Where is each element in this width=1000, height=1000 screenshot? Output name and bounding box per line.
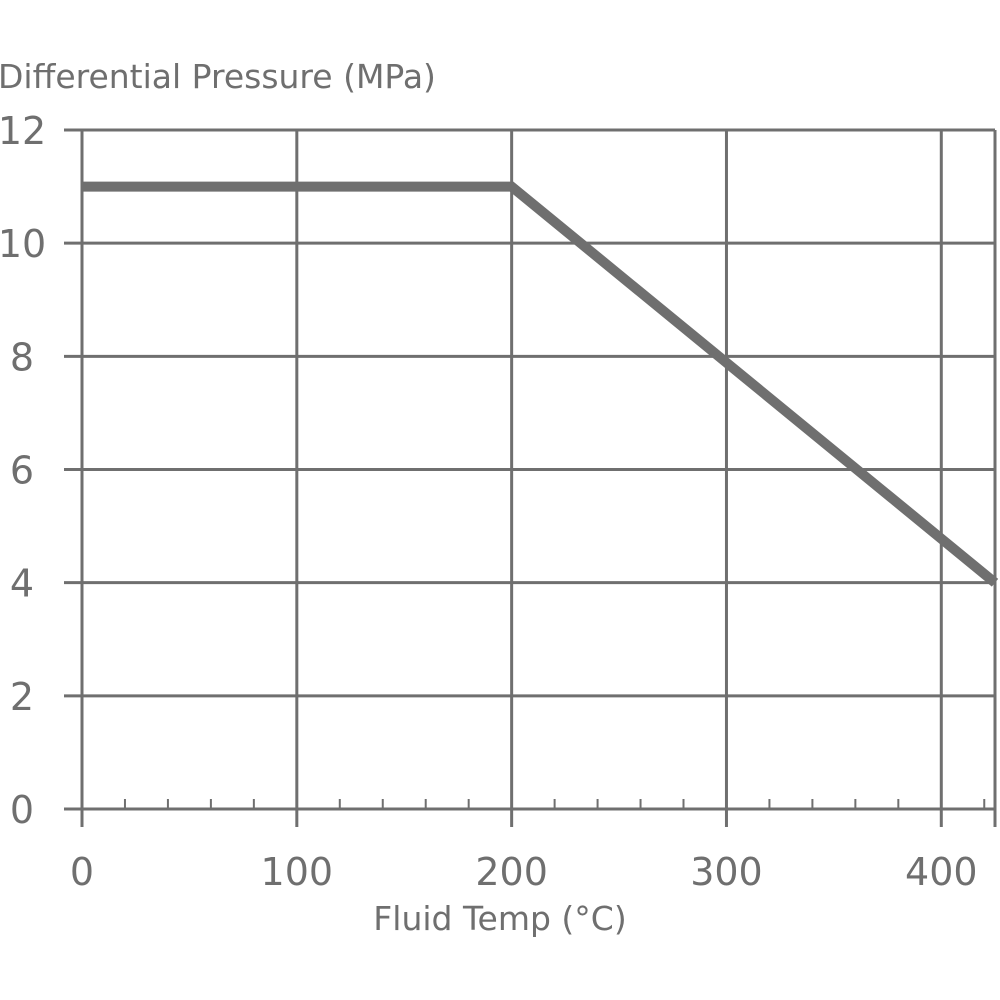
grid: [64, 128, 997, 827]
y-tick-labels: 0 2 4 6 8 10 12: [0, 109, 46, 832]
x-minor-ticks: [123, 799, 986, 809]
x-axis-label: Fluid Temp (°C): [373, 899, 626, 938]
y-tick-label-6: 6: [10, 449, 34, 493]
y-tick-label-12: 12: [0, 109, 46, 153]
x-tick-labels: 0 100 200 300 400: [70, 850, 978, 894]
series-group: [82, 181, 999, 587]
y-tick-label-4: 4: [10, 562, 34, 606]
x-tick-label-0: 0: [70, 850, 94, 894]
y-axis-label: Differential Pressure (MPa): [0, 57, 436, 96]
series-line-0: [82, 181, 999, 587]
x-tick-label-100: 100: [261, 850, 334, 894]
y-tick-label-0: 0: [10, 788, 34, 832]
y-tick-label-10: 10: [0, 222, 46, 266]
y-tick-label-2: 2: [10, 675, 34, 719]
y-tick-label-8: 8: [10, 335, 34, 379]
x-tick-label-200: 200: [475, 850, 548, 894]
x-tick-label-300: 300: [690, 850, 763, 894]
x-tick-label-400: 400: [905, 850, 978, 894]
